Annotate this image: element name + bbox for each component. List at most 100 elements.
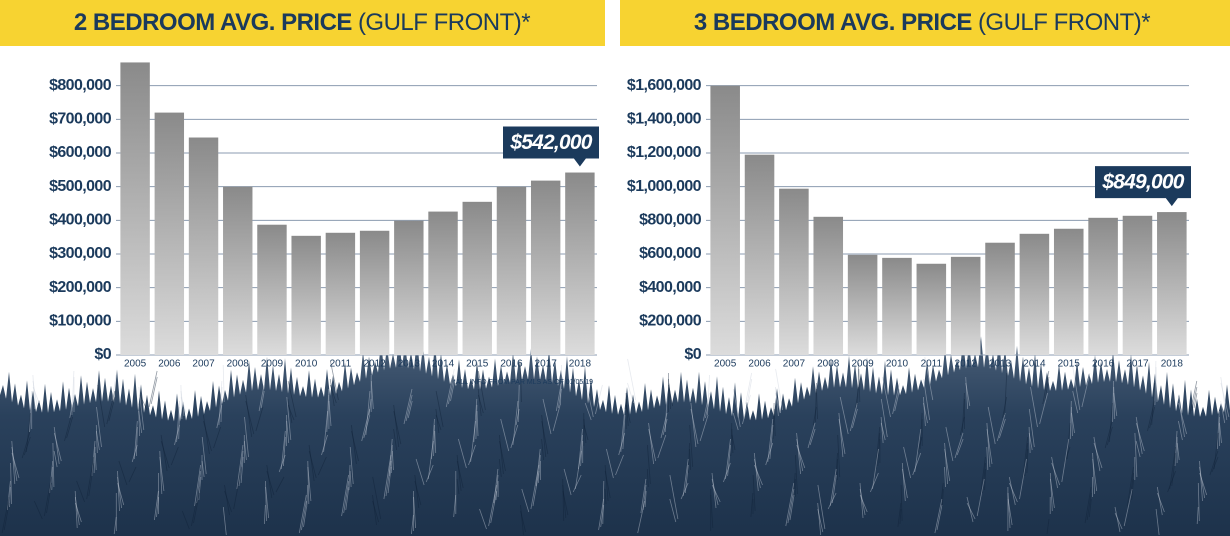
chart-title: 3 BEDROOM AVG. PRICE (GULF FRONT)* <box>694 9 1150 36</box>
grass-blade <box>117 470 120 512</box>
grass-blade <box>530 464 540 510</box>
grass-blade <box>287 380 297 418</box>
bar <box>847 254 878 355</box>
bar <box>710 85 740 356</box>
bar <box>1157 212 1187 355</box>
grass-blade <box>363 414 371 439</box>
grass-blade <box>1109 402 1113 443</box>
callout-box <box>503 126 599 167</box>
grass-blade <box>7 480 11 511</box>
grass-blade <box>956 438 964 456</box>
grass-blade <box>328 400 332 427</box>
grass-blade <box>326 388 330 433</box>
grass-blade <box>880 398 888 438</box>
grass-blade <box>1191 386 1198 412</box>
grass-blade <box>754 464 763 486</box>
grass-blade <box>1123 488 1133 527</box>
grass-blade <box>657 434 667 459</box>
grass-blade <box>1216 410 1220 450</box>
grass-blade <box>1131 478 1134 501</box>
grass-blade <box>131 444 138 463</box>
grass-blade <box>11 446 18 482</box>
grass-blade <box>307 466 312 502</box>
grass-blade <box>986 446 989 471</box>
grass-blade <box>330 360 339 401</box>
grass-blade <box>690 402 697 448</box>
y-tick-label: $1,200,000 <box>627 144 702 161</box>
grass-blade <box>795 454 798 495</box>
grass-blade <box>936 504 943 531</box>
grass-blade <box>731 428 734 454</box>
grass-blade <box>387 466 392 494</box>
y-tick-label: $1,600,000 <box>627 77 702 94</box>
grass-blade <box>1178 420 1183 441</box>
grass-blade <box>1039 392 1048 425</box>
grass-blade <box>1042 370 1050 405</box>
grass-blade <box>477 388 482 417</box>
grass-blade <box>431 418 435 460</box>
grass-blade <box>178 406 181 440</box>
grass-blade <box>584 378 594 418</box>
title-banner <box>0 0 605 46</box>
grass-blade <box>747 378 753 402</box>
grass-blade <box>456 460 464 489</box>
grass-blade <box>264 504 266 525</box>
grass-blade <box>365 390 371 436</box>
grass-blade <box>1135 422 1145 452</box>
x-tick-label: 2007 <box>192 359 215 370</box>
grass-blade <box>752 474 756 512</box>
grass-blade <box>238 450 244 487</box>
x-tick-label: 2016 <box>1092 359 1115 370</box>
grass-blade <box>10 462 12 505</box>
grass-blade <box>498 458 502 478</box>
grass-blade <box>1044 376 1050 402</box>
grass-blade <box>475 404 478 440</box>
grass-blade <box>32 374 36 410</box>
grass-blade <box>604 488 607 505</box>
grass-blade <box>1135 440 1141 458</box>
grass-blade <box>1114 512 1123 530</box>
grass-blade <box>349 470 352 488</box>
grass-blade <box>1211 456 1219 473</box>
grass-blade <box>425 464 434 483</box>
grass-blade <box>1071 412 1075 434</box>
y-tick-label: $600,000 <box>639 245 702 262</box>
grass-blade <box>1072 366 1081 411</box>
x-tick-label: 2007 <box>783 359 806 370</box>
y-tick-label: $800,000 <box>639 212 702 229</box>
grass-blade <box>730 422 733 457</box>
grass-blade <box>1151 382 1156 426</box>
grass-blade <box>1071 406 1073 437</box>
grass-blade <box>74 496 80 526</box>
grass-blade <box>341 474 349 517</box>
grass-blade <box>191 486 200 527</box>
bar <box>530 180 561 355</box>
bar <box>394 220 424 355</box>
grass-blade <box>572 474 582 493</box>
grass-blade <box>642 484 647 511</box>
grass-blade <box>688 442 690 474</box>
y-tick-label: $500,000 <box>49 178 112 195</box>
grass-blade <box>170 446 179 466</box>
grass-blade <box>361 408 371 442</box>
grass-blade <box>224 490 232 513</box>
grass-blade <box>1112 380 1114 423</box>
grass-blade <box>775 368 783 411</box>
grass-blade <box>1084 486 1092 524</box>
grass-blade <box>962 392 965 433</box>
grass-blade <box>266 464 273 499</box>
grass-blade <box>815 382 817 423</box>
grass-blade <box>986 422 991 468</box>
grass-blade <box>476 410 479 437</box>
grass-blade <box>753 452 759 492</box>
grass-blade <box>669 474 679 520</box>
grass-blade <box>689 424 694 468</box>
grass-blade <box>49 460 54 494</box>
grass-blade <box>580 434 583 467</box>
grass-blade <box>329 384 337 404</box>
grass-blade <box>710 494 714 529</box>
grass-blade <box>154 490 159 521</box>
grass-background <box>0 335 1230 536</box>
grass-blade <box>298 494 307 534</box>
grass-blade <box>664 394 668 433</box>
